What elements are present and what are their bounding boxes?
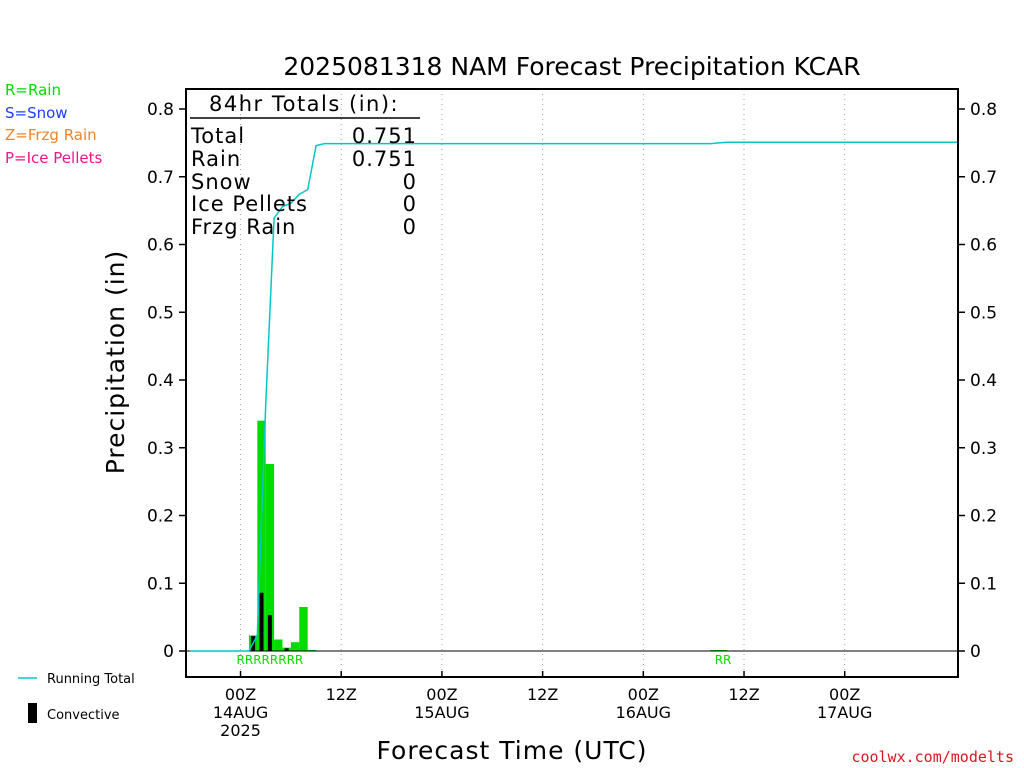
x-tick-label: 12Z	[527, 685, 558, 704]
totals-label-ice-pellets: Ice Pellets	[191, 192, 308, 216]
ptype-labels: RRRRRRRR RR	[237, 653, 732, 667]
y-tick-label: 0.6	[147, 236, 174, 256]
running-total-legend-label: Running Total	[47, 672, 135, 687]
totals-value-total: 0.751	[352, 124, 417, 148]
x-tick-label: 17AUG	[817, 703, 872, 722]
totals-label-rain: Rain	[191, 147, 241, 171]
x-tick-label: 00Z	[225, 685, 256, 704]
y-tick-label: 0.6	[970, 236, 997, 256]
y-tick-label: 0.4	[970, 371, 997, 391]
x-tick-label: 2025	[220, 721, 261, 740]
x-tick-label: 00Z	[628, 685, 659, 704]
y-axis-label: Precipitation (in)	[101, 250, 130, 475]
totals-label-frzg-rain: Frzg Rain	[191, 215, 296, 239]
convective-bar	[267, 615, 272, 651]
totals-label-total: Total	[190, 124, 245, 148]
totals-box: 84hr Totals (in): Total 0.751 Rain 0.751…	[190, 92, 420, 239]
running-total-line	[190, 141, 958, 652]
totals-value-ice-pellets: 0	[403, 192, 417, 216]
y-tick-label: 0.4	[147, 371, 174, 391]
chart-title: 2025081318 NAM Forecast Precipitation KC…	[283, 52, 860, 81]
y-tick-label: 0.5	[970, 303, 997, 323]
totals-header: 84hr Totals (in):	[209, 92, 399, 116]
credit-text: coolwx.com/modelts	[851, 748, 1014, 766]
x-tick-label: 12Z	[728, 685, 759, 704]
convective-legend-label: Convective	[47, 708, 120, 723]
y-tick-label: 0.2	[147, 507, 174, 527]
y-tick-label: 0.1	[147, 574, 174, 594]
y-tick-label: 0.8	[970, 100, 997, 120]
y-tick-label: 0.7	[970, 168, 997, 188]
plot-frame	[185, 88, 959, 678]
rain-bar	[299, 606, 308, 651]
y-tick-label: 0.7	[147, 168, 174, 188]
ptype-label: RRRRRRRR	[237, 653, 304, 667]
y-tick-label: 0.8	[147, 100, 174, 120]
y-axis-ticks: 0 00.1 0.10.2 0.20.3 0.30.4 0.40.5 0.50.6 0.60.…	[147, 100, 997, 662]
ptype-label: RR	[715, 653, 732, 667]
legend-frzg-rain: Z=Frzg Rain	[5, 126, 97, 144]
y-tick-label: 0.2	[970, 507, 997, 527]
totals-value-rain: 0.751	[352, 147, 417, 171]
legend-rain: R=Rain	[5, 81, 61, 99]
totals-label-snow: Snow	[191, 170, 252, 194]
y-tick-label: 0.1	[970, 574, 997, 594]
totals-value-snow: 0	[403, 170, 417, 194]
x-tick-label: 00Z	[426, 685, 457, 704]
y-tick-label: 0.3	[147, 439, 174, 459]
y-tick-label: 0	[163, 642, 174, 662]
legend-ice-pellets: P=Ice Pellets	[5, 149, 103, 167]
y-tick-label: 0.3	[970, 439, 997, 459]
x-tick-label: 16AUG	[616, 703, 671, 722]
convective-legend-swatch	[28, 703, 37, 723]
x-tick-label: 00Z	[829, 685, 860, 704]
totals-value-frzg-rain: 0	[403, 215, 417, 239]
y-tick-label: 0	[970, 642, 981, 662]
legend-snow: S=Snow	[5, 104, 68, 122]
x-axis-label: Forecast Time (UTC)	[377, 736, 648, 765]
rain-bar	[290, 642, 300, 651]
x-tick-label: 15AUG	[414, 703, 469, 722]
convective-bar	[259, 592, 264, 651]
rain-bars	[248, 420, 728, 651]
x-tick-label: 12Z	[326, 685, 357, 704]
y-tick-label: 0.5	[147, 303, 174, 323]
rain-bar	[274, 639, 283, 651]
convective-bar	[284, 648, 289, 651]
series-legend: Running Total Convective	[18, 672, 135, 723]
rain-bar	[265, 464, 275, 651]
x-tick-label: 14AUG	[213, 703, 268, 722]
grid-lines	[240, 89, 846, 677]
